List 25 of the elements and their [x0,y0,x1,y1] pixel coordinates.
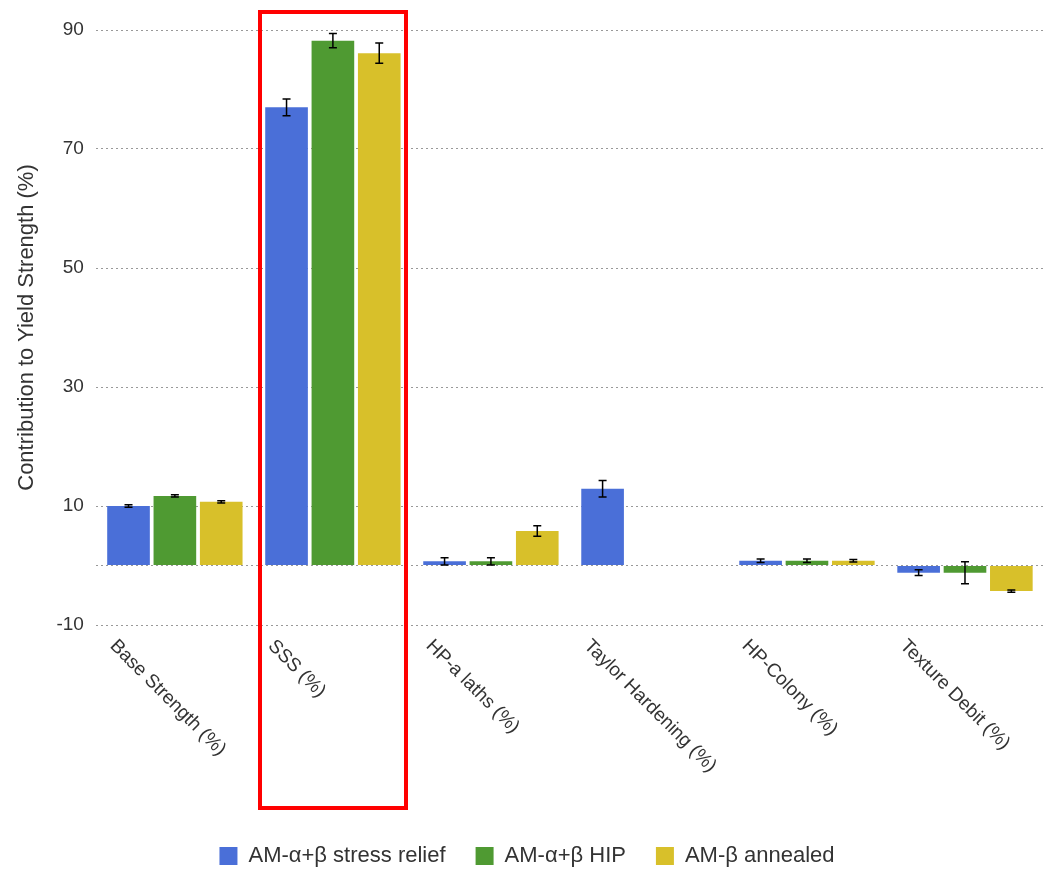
y-tick-label: 70 [62,137,84,159]
y-tick-label: 90 [62,18,84,40]
bar [990,566,1033,592]
bar [897,566,940,573]
y-tick-label: 50 [62,256,84,278]
bar [199,501,243,565]
legend-label: AM-α+β stress relief [248,842,447,868]
y-tick-label: 30 [62,375,84,397]
bar [515,530,559,565]
legend-label: AM-β annealed [684,842,835,868]
y-tick-label: -10 [56,613,84,635]
legend-label: AM-α+β HIP [504,842,626,868]
y-axis-title: Contribution to Yield Strength (%) [13,164,39,491]
bar [469,561,513,565]
bar [581,488,624,565]
bar [739,560,782,565]
y-tick-label: 10 [62,494,84,516]
bar [357,53,401,565]
x-tick-label: SSS (%) [264,634,331,702]
bar [265,107,308,565]
bar [311,40,355,565]
bar [943,566,987,573]
bar [107,506,150,565]
bar [153,495,197,565]
bar [423,561,466,565]
